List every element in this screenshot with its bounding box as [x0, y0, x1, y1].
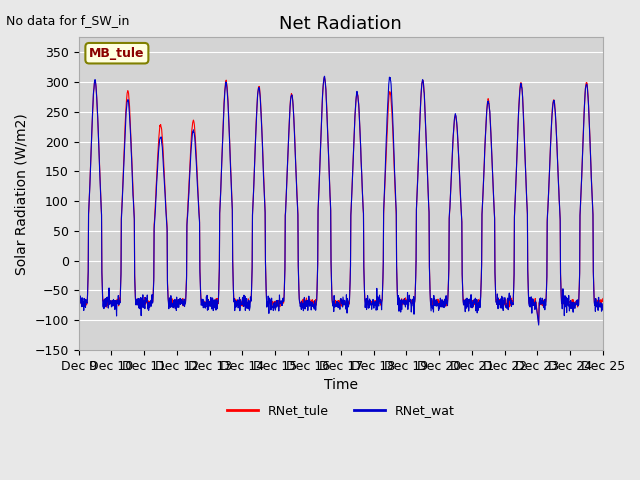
RNet_tule	[317, 137, 324, 143]
Legend: RNet_tule, RNet_wat: RNet_tule, RNet_wat	[221, 399, 460, 422]
RNet_wat	[317, 139, 324, 145]
RNet_wat	[465, 297, 472, 303]
Title: Net Radiation: Net Radiation	[280, 15, 402, 33]
RNet_tule	[465, 297, 472, 302]
Y-axis label: Solar Radiation (W/m2): Solar Radiation (W/m2)	[15, 113, 29, 275]
RNet_tule	[327, 259, 335, 264]
Text: MB_tule: MB_tule	[89, 47, 145, 60]
RNet_wat	[599, 301, 607, 307]
RNet_wat	[75, 301, 83, 307]
Line: RNet_tule: RNet_tule	[79, 77, 603, 323]
RNet_wat	[541, 302, 549, 308]
RNet_wat	[321, 73, 328, 79]
Line: RNet_wat: RNet_wat	[79, 76, 603, 325]
Text: No data for f_SW_in: No data for f_SW_in	[6, 14, 130, 27]
RNet_tule	[593, 299, 600, 305]
RNet_wat	[157, 135, 164, 141]
RNet_tule	[157, 121, 164, 127]
RNet_tule	[599, 296, 607, 301]
RNet_wat	[535, 322, 543, 328]
X-axis label: Time: Time	[324, 378, 358, 392]
RNet_wat	[593, 300, 600, 305]
RNet_tule	[541, 300, 549, 305]
RNet_tule	[321, 74, 328, 80]
RNet_wat	[327, 260, 335, 266]
RNet_tule	[535, 320, 543, 326]
RNet_tule	[75, 299, 83, 304]
